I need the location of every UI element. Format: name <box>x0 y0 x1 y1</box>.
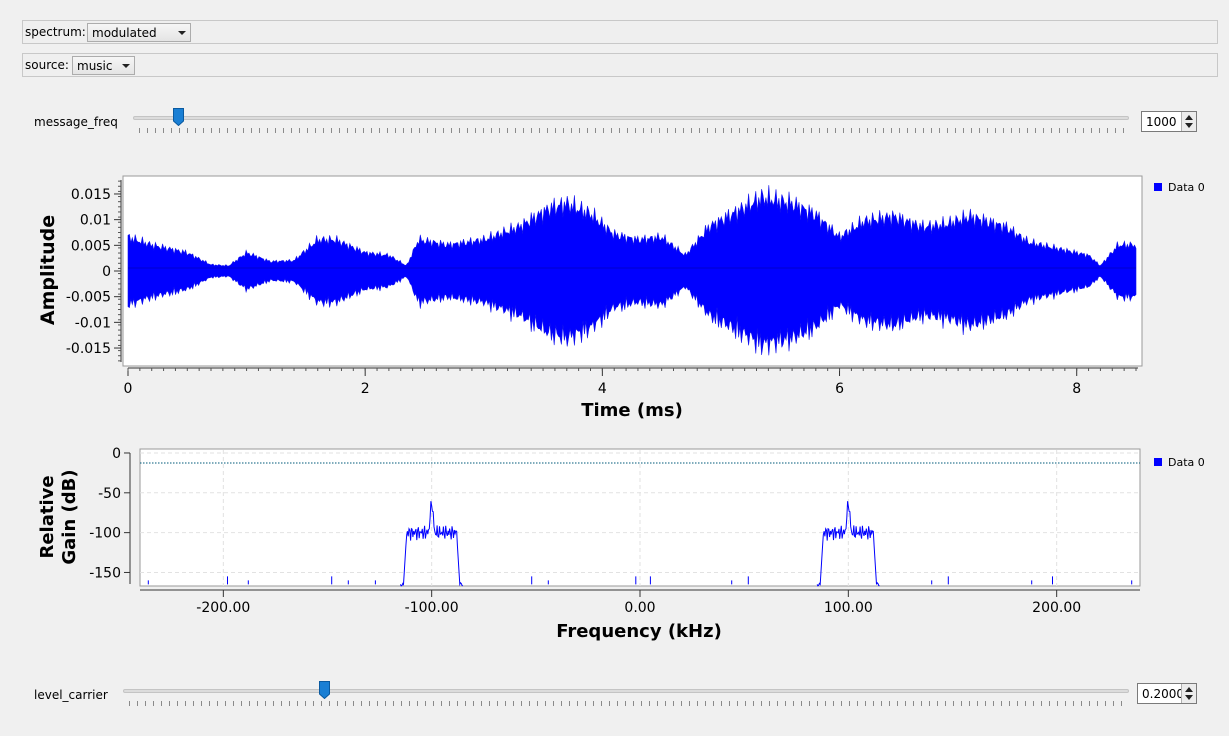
freq-y-tick-label: 0 <box>112 446 121 462</box>
freq-x-tick-label: 0.00 <box>624 600 655 616</box>
time-x-tick-label: 4 <box>598 381 607 397</box>
spectrum-combobox[interactable]: modulated <box>87 23 191 42</box>
freq-x-label: Frequency (kHz) <box>556 621 722 642</box>
message-freq-slider-ticks <box>139 128 1129 133</box>
time-y-tick-label: 0.01 <box>80 213 111 229</box>
source-combobox[interactable]: music <box>72 56 135 75</box>
source-label: source: <box>25 58 69 72</box>
level-carrier-value: 0.2000 <box>1142 687 1184 701</box>
time-y-tick-label: -0.015 <box>66 341 111 357</box>
level-carrier-slider-handle[interactable] <box>319 681 331 699</box>
time-y-tick-label: 0.015 <box>71 187 111 203</box>
message-freq-value: 1000 <box>1146 115 1177 129</box>
spin-buttons <box>1181 112 1196 131</box>
message-freq-label: message_freq <box>34 115 118 129</box>
freq-series-data-0 <box>147 501 1133 587</box>
source-row: source: music <box>22 53 1218 77</box>
time-plot: 0.015 0.01 0.005 0 -0.005 -0.01 -0.015 0 2 4 6 8 A… <box>37 175 1205 421</box>
freq-y-label-line1: Relative <box>37 475 58 558</box>
level-carrier-slider-groove[interactable] <box>123 689 1129 693</box>
message-freq-slider-groove[interactable] <box>133 116 1129 120</box>
time-x-tick-label: 6 <box>835 381 844 397</box>
time-y-tick-label: 0.005 <box>71 238 111 254</box>
level-carrier-label: level_carrier <box>34 688 108 702</box>
time-y-axis: 0.015 0.01 0.005 0 -0.005 -0.01 -0.015 <box>66 180 122 362</box>
time-x-label: Time (ms) <box>581 400 683 421</box>
freq-x-axis: -200.00 -100.00 0.00 100.00 200.00 <box>140 589 1140 616</box>
time-legend-swatch <box>1154 183 1162 191</box>
level-carrier-spinbox[interactable]: 0.2000 <box>1137 683 1197 704</box>
source-value: music <box>77 59 113 73</box>
time-x-axis: 0 2 4 6 8 <box>124 367 1138 397</box>
freq-x-tick-label: -200.00 <box>196 600 250 616</box>
message-freq-spinbox[interactable]: 1000 <box>1141 111 1197 132</box>
time-x-tick-label: 8 <box>1072 381 1081 397</box>
time-legend-label: Data 0 <box>1168 181 1205 194</box>
freq-x-tick-label: 100.00 <box>824 600 873 616</box>
spin-up-icon[interactable] <box>1185 115 1193 120</box>
freq-legend-label: Data 0 <box>1168 456 1205 469</box>
spin-down-icon[interactable] <box>1185 695 1193 700</box>
time-series-data-0 <box>127 185 1137 356</box>
freq-legend-swatch <box>1154 458 1162 466</box>
freq-y-tick-label: -100 <box>89 526 121 542</box>
dropdown-arrow-icon <box>178 31 186 35</box>
time-x-tick-label: 2 <box>361 381 370 397</box>
spin-up-icon[interactable] <box>1185 687 1193 692</box>
level-carrier-slider-ticks <box>129 701 1129 706</box>
message-freq-slider-handle[interactable] <box>172 108 184 126</box>
freq-y-axis: 0 -50 -100 -150 <box>89 446 131 584</box>
freq-x-tick-label: -100.00 <box>405 600 459 616</box>
dropdown-arrow-icon <box>122 64 130 68</box>
time-y-label: Amplitude <box>37 215 59 325</box>
freq-y-tick-label: -50 <box>98 486 121 502</box>
spectrum-value: modulated <box>92 26 157 40</box>
freq-plot: 0 -50 -100 -150 -200.00 -100.00 0.00 100.00 200… <box>37 446 1205 642</box>
freq-y-tick-label: -150 <box>89 565 121 581</box>
spin-buttons <box>1181 684 1196 703</box>
time-y-tick-label: 0 <box>102 264 111 280</box>
freq-grid <box>140 450 1140 586</box>
spin-down-icon[interactable] <box>1185 123 1193 128</box>
spectrum-label: spectrum: <box>25 25 86 39</box>
freq-x-tick-label: 200.00 <box>1032 600 1081 616</box>
time-x-tick-label: 0 <box>124 381 133 397</box>
freq-y-label-line2: Gain (dB) <box>59 469 80 564</box>
time-y-tick-label: -0.005 <box>66 290 111 306</box>
spectrum-row: spectrum: modulated <box>22 20 1218 44</box>
time-y-tick-label: -0.01 <box>75 315 111 331</box>
